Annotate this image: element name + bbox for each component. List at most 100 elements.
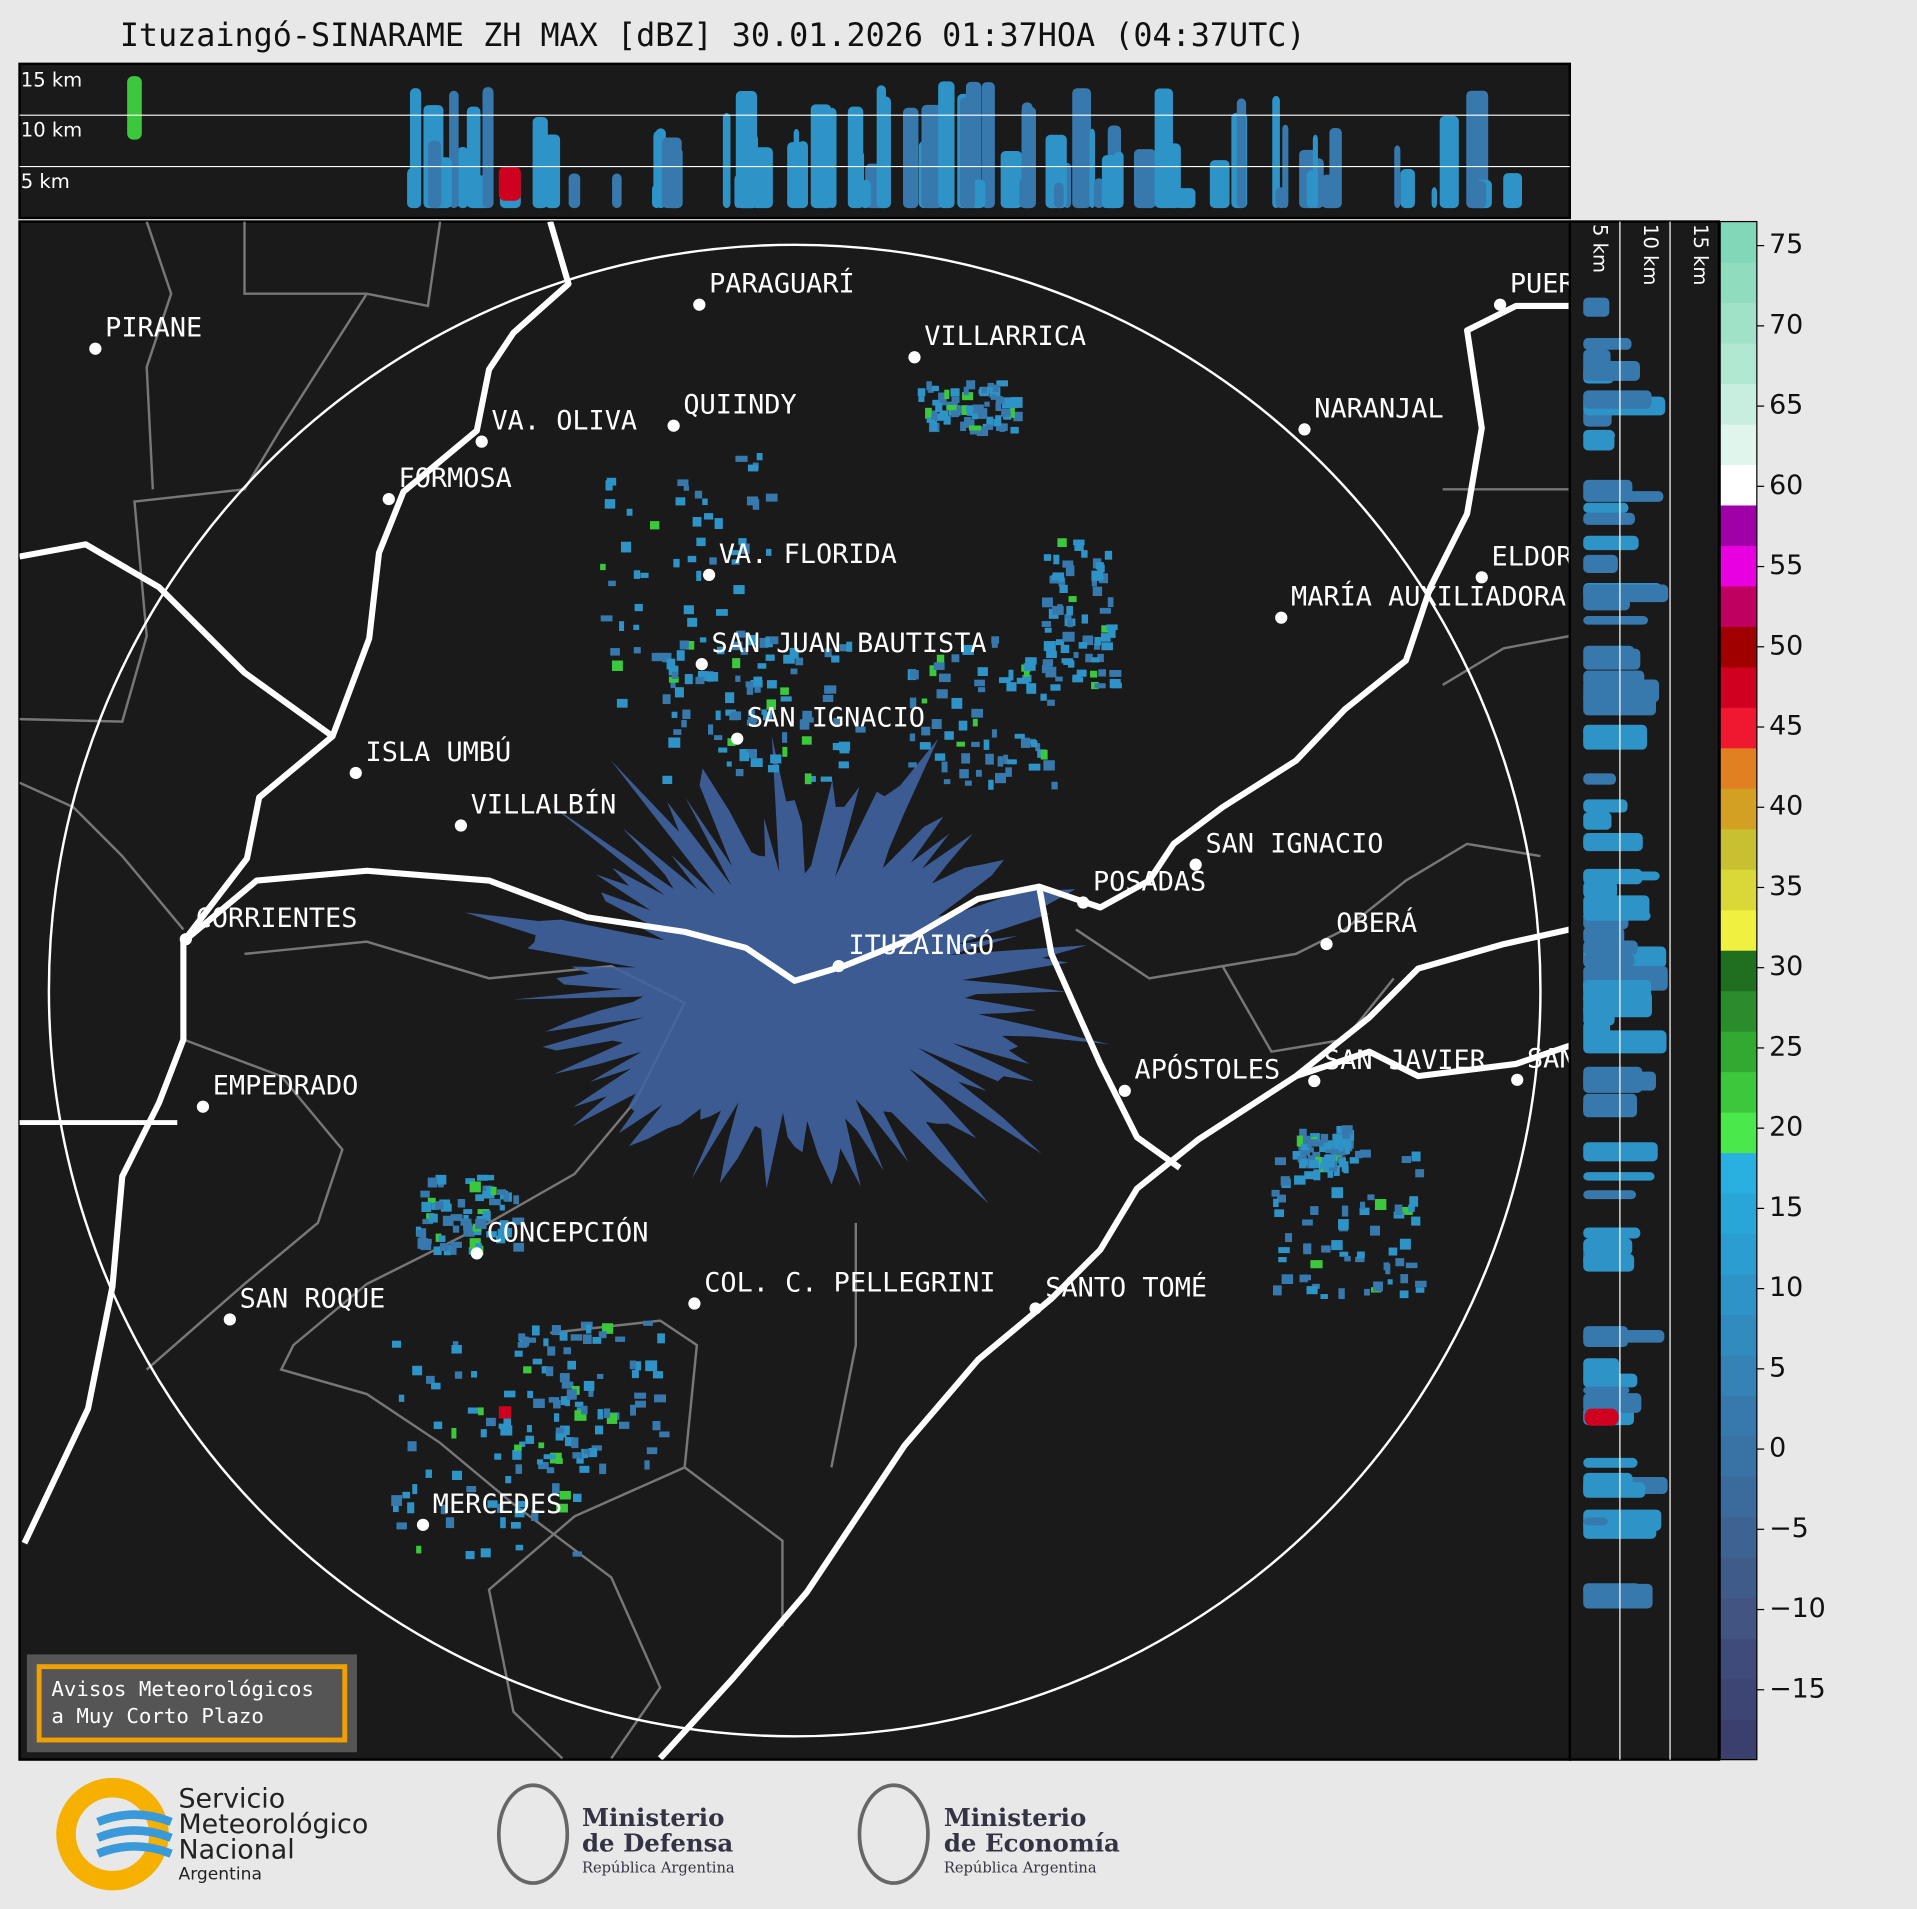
city-label: ISLA UMBÚ (366, 736, 512, 768)
warning-box[interactable] (26, 1654, 357, 1753)
echo-cell (653, 131, 661, 209)
echo-cell (1583, 429, 1615, 451)
echo-cell (1091, 578, 1098, 587)
echo-cell (972, 404, 984, 415)
echo-cell (853, 150, 865, 209)
echo-cell (629, 1360, 637, 1370)
echo-cell (1003, 414, 1012, 420)
echo-cell (440, 1504, 448, 1515)
echo-cell (407, 1502, 415, 1514)
echo-cell (391, 1340, 402, 1348)
echo-cell (548, 1397, 560, 1403)
echo-cell (485, 1174, 495, 1181)
echo-cell (1239, 115, 1245, 209)
echo-cell (943, 415, 951, 425)
echo-cell (931, 719, 942, 730)
echo-cell (959, 769, 969, 779)
height-label: 10 km (21, 119, 82, 142)
city-dot (89, 342, 102, 355)
colorbar-tick-label: 5 (1769, 1352, 1786, 1383)
city-label: CORRIENTES (196, 903, 358, 934)
echo-cell (946, 404, 957, 411)
city-dot (832, 960, 845, 973)
echo-cell (739, 752, 750, 762)
colorbar-segment (1720, 262, 1757, 304)
echo-cell (568, 173, 581, 209)
echo-cell (559, 1490, 571, 1500)
city-label: COL. C. PELLEGRINI (704, 1267, 995, 1298)
colorbar-segment (1720, 828, 1757, 870)
echo-cell (471, 1371, 478, 1378)
echo-cell (463, 1225, 475, 1237)
echo-cell (1001, 408, 1011, 417)
echo-cell (450, 1244, 457, 1255)
echo-cell (599, 1463, 607, 1475)
echo-cell (676, 650, 685, 661)
colorbar-segment (1720, 423, 1757, 466)
echo-cell (1409, 1196, 1419, 1207)
echo-cell (581, 1405, 588, 1415)
echo-cell (445, 1517, 455, 1529)
echo-cell (765, 636, 773, 648)
echo-cell (1082, 635, 1094, 646)
echo-cell (1072, 88, 1092, 209)
echo-cell (1584, 1408, 1619, 1426)
echo-cell (1583, 871, 1660, 881)
echo-cell (951, 406, 959, 418)
echo-cell (695, 676, 705, 685)
echo-cell (1060, 644, 1070, 654)
echo-cell (612, 173, 622, 209)
echo-cell (756, 452, 763, 461)
echo-cell (1338, 1288, 1345, 1300)
echo-cell (412, 1365, 423, 1376)
echo-cell (527, 1337, 537, 1343)
echo-cell (1583, 670, 1645, 687)
echo-cell (465, 1551, 475, 1560)
city-label: SANTO TOMÉ (1045, 1271, 1207, 1303)
echo-cell (604, 1408, 611, 1419)
echo-cell (538, 1461, 549, 1470)
range-ring (47, 243, 1542, 1738)
echo-cell (733, 585, 745, 595)
echo-cell (1583, 812, 1612, 830)
echo-cell (439, 1243, 450, 1252)
echo-cell (1026, 683, 1037, 694)
colorbar-segment (1720, 666, 1757, 708)
logo-economia[interactable]: Ministerio de Economía República Argenti… (857, 1783, 1120, 1885)
echo-cell (523, 1366, 532, 1374)
echo-cell (810, 775, 816, 782)
echo-cell (933, 662, 945, 670)
echo-cell (564, 1437, 575, 1447)
echo-cell (435, 1174, 447, 1185)
logo-smn[interactable]: Servicio Meteorológico Nacional Argentin… (56, 1777, 368, 1891)
colorbar-segment (1720, 1071, 1757, 1113)
echo-cell (402, 1491, 411, 1499)
echo-cell (496, 1235, 506, 1244)
city-dot (416, 1518, 430, 1531)
colorbar-segment (1720, 585, 1757, 627)
echo-cell (929, 665, 937, 677)
colorbar-segment (1720, 1719, 1757, 1761)
colorbar-segment (1720, 1031, 1757, 1073)
echo-cell (1330, 1149, 1339, 1155)
colorbar-tick-label: 65 (1769, 390, 1803, 421)
echo-cell (1583, 1238, 1633, 1255)
colorbar-segment (1720, 302, 1757, 344)
echo-cell (1583, 940, 1638, 955)
city-dot (1493, 298, 1507, 311)
echo-cell (513, 1242, 525, 1252)
echo-cell (989, 386, 1001, 398)
echo-cell (972, 718, 978, 727)
echo-cell (1310, 1206, 1319, 1215)
echo-cell (127, 76, 142, 140)
colorbar-tick-label: 15 (1769, 1192, 1803, 1223)
echo-cell (985, 753, 994, 765)
echo-cell (926, 381, 932, 391)
echo-cell (673, 729, 682, 735)
echo-cell (551, 1325, 561, 1336)
city-dot (179, 933, 192, 946)
logo-defensa[interactable]: Ministerio de Defensa República Argentin… (496, 1783, 735, 1885)
echo-cell (1583, 1472, 1633, 1498)
echo-cell (1583, 390, 1652, 409)
colorbar-segment (1720, 1354, 1757, 1396)
